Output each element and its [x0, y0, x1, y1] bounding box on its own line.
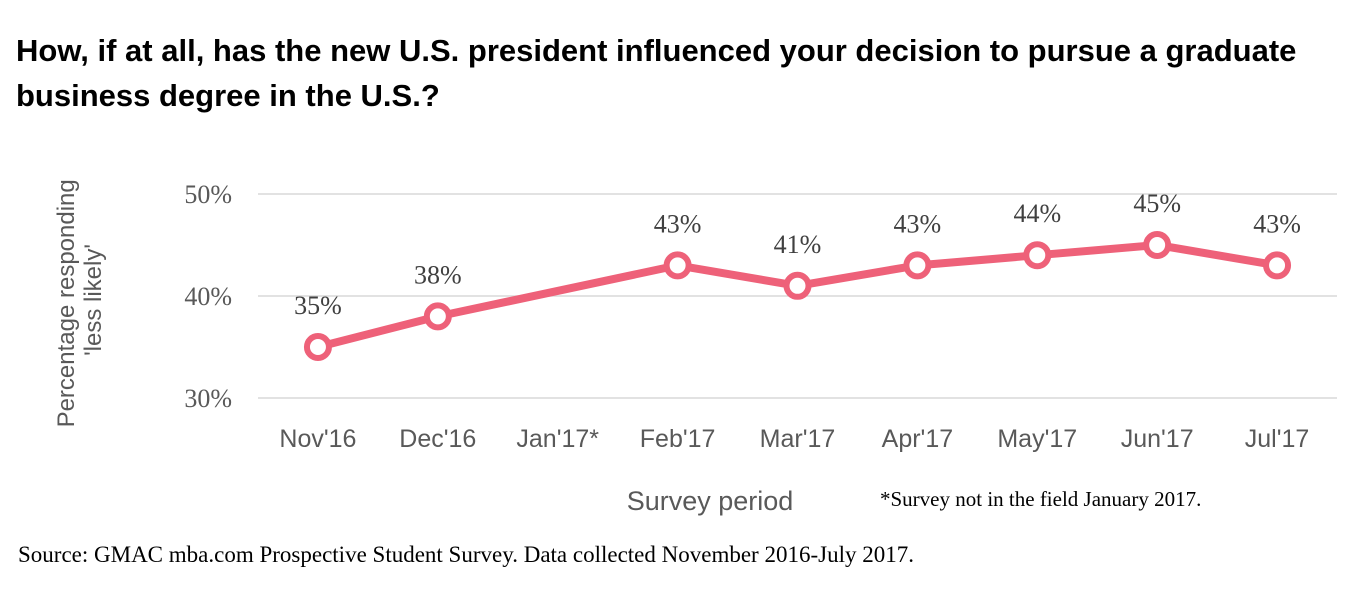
x-tick-label: Mar'17 [760, 425, 836, 453]
data-label: 38% [414, 260, 462, 289]
x-axis-ticks: Nov'16 Dec'16 Jan'17* Feb'17 Mar'17 Apr'17 May… [279, 425, 1309, 453]
x-tick-label: Jun'17 [1121, 425, 1194, 453]
data-label: 43% [894, 209, 942, 238]
x-tick-label: Jan'17* [516, 425, 599, 453]
data-label: 41% [774, 230, 822, 259]
x-tick-label: Dec'16 [399, 425, 476, 453]
data-point [783, 271, 812, 300]
y-axis-label: Percentage responding 'less likely' [53, 173, 107, 428]
data-point [903, 251, 932, 280]
x-tick-label: Apr'17 [882, 425, 953, 453]
y-axis-label-line-1: Percentage responding [53, 179, 80, 427]
y-axis-ticks: 30% 40% 50% [184, 180, 232, 413]
series-line [313, 241, 1282, 351]
y-tick-label: 40% [184, 282, 232, 311]
data-point [1143, 231, 1172, 259]
data-point [1023, 241, 1052, 270]
data-series [303, 231, 1292, 361]
data-labels: 35% 38% 43% 41% 43% 44% 45% 43% [294, 189, 1301, 320]
data-point [1263, 251, 1292, 280]
data-point [663, 251, 692, 280]
x-axis-label: Survey period [627, 486, 794, 516]
data-point [423, 302, 452, 331]
data-label: 43% [1253, 209, 1301, 238]
x-tick-label: Jul'17 [1245, 425, 1310, 453]
x-tick-label: Nov'16 [279, 425, 356, 453]
source-note: Source: GMAC mba.com Prospective Student… [18, 542, 914, 567]
y-tick-label: 50% [184, 180, 232, 209]
data-label: 44% [1013, 199, 1061, 228]
data-label: 35% [294, 291, 342, 320]
data-label: 43% [654, 209, 702, 238]
footnote: *Survey not in the field January 2017. [880, 487, 1201, 511]
data-label: 45% [1133, 189, 1181, 218]
x-tick-label: May'17 [997, 425, 1077, 453]
y-tick-label: 30% [184, 384, 232, 413]
chart-title: How, if at all, has the new U.S. preside… [16, 33, 1297, 113]
x-tick-label: Feb'17 [640, 425, 716, 453]
data-point [303, 333, 332, 361]
y-axis-label-line-2: 'less likely' [80, 244, 107, 356]
